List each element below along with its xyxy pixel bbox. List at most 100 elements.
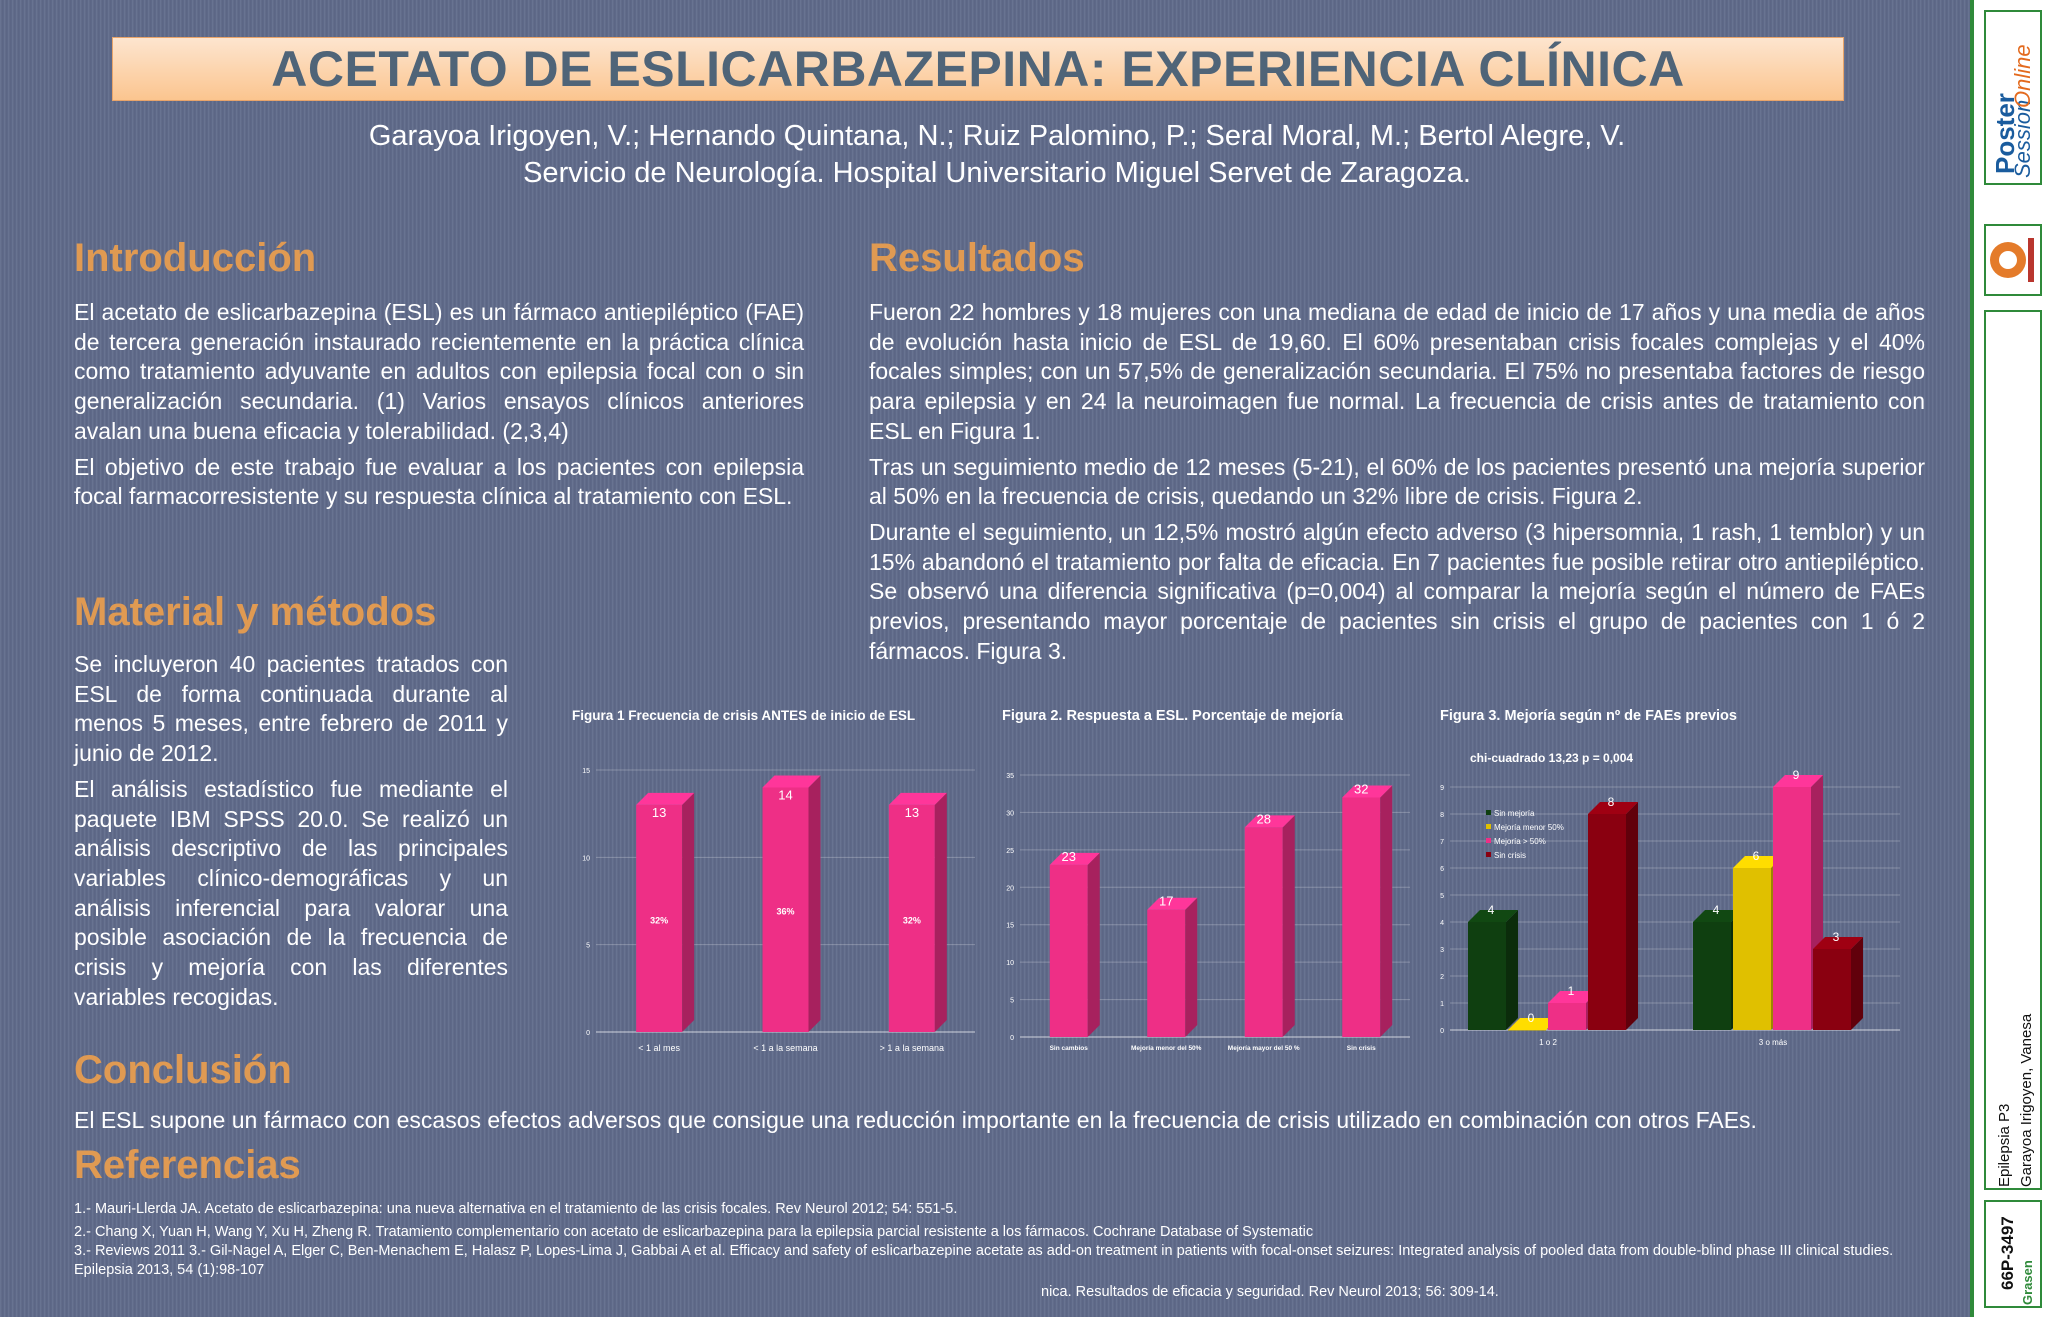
- intro-paragraph-2: El objetivo de este trabajo fue evaluar …: [74, 453, 804, 510]
- data-label: 9: [1793, 768, 1800, 782]
- results-paragraph-2: Tras un seguimiento medio de 12 meses (5…: [869, 453, 1925, 510]
- chi-square-annotation: chi-cuadrado 13,23 p = 0,004: [1470, 751, 1633, 765]
- data-label: 1: [1568, 984, 1575, 998]
- reference-3: 3.- Reviews 2011 3.- Gil-Nagel A, Elger …: [74, 1243, 1894, 1278]
- poster-session-logo: Poster Session Online: [1984, 10, 2042, 185]
- results-heading: Resultados: [869, 236, 1085, 280]
- data-label: 14: [778, 787, 792, 802]
- y-tick-label: 5: [1010, 998, 1014, 1005]
- author-list: Garayoa Irigoyen, V.; Hernando Quintana,…: [368, 120, 1626, 152]
- data-label: 0: [1528, 1011, 1535, 1025]
- intro-text: El acetato de eslicarbazepina (ESL) es u…: [74, 298, 804, 518]
- reference-1: 1.- Mauri-Llerda JA. Acetato de eslicarb…: [74, 1201, 958, 1217]
- intro-paragraph-1: El acetato de eslicarbazepina (ESL) es u…: [74, 299, 804, 444]
- y-tick-label: 4: [1440, 920, 1444, 927]
- bar: [1342, 785, 1393, 1037]
- data-label: 8: [1608, 795, 1615, 809]
- legend-swatch: [1486, 824, 1491, 829]
- data-label: 23: [1062, 849, 1076, 864]
- data-label: 28: [1257, 811, 1271, 826]
- data-label: 6: [1753, 849, 1760, 863]
- figure-1-title: Figura 1 Frecuencia de crisis ANTES de i…: [572, 708, 915, 723]
- y-tick-label: 6: [1440, 866, 1444, 873]
- brand-label: Grasen: [2020, 1260, 2035, 1305]
- bar: [1468, 910, 1518, 1030]
- logo-text-session: Session: [2010, 99, 2035, 178]
- y-tick-label: 5: [586, 943, 590, 950]
- bar: [762, 775, 821, 1032]
- results-paragraph-1: Fueron 22 hombres y 18 mujeres con una m…: [869, 299, 1925, 444]
- category-label: 1 o 2: [1539, 1038, 1557, 1047]
- references-list: 1.- Mauri-Llerda JA. Acetato de eslicarb…: [74, 1200, 1904, 1302]
- legend-swatch: [1486, 852, 1491, 857]
- y-tick-label: 0: [1010, 1035, 1014, 1042]
- results-paragraph-3: Durante el seguimiento, un 12,5% mostró …: [869, 518, 1925, 664]
- methods-paragraph-2: El análisis estadístico fue mediante el …: [74, 775, 508, 1010]
- society-logo: [1984, 224, 2042, 296]
- category-label: < 1 a la semana: [753, 1043, 817, 1053]
- y-tick-label: 3: [1440, 947, 1444, 954]
- inner-percent-label: 32%: [903, 915, 921, 925]
- legend-entry: Mejoría > 50%: [1494, 837, 1546, 846]
- reference-4: nica. Resultados de eficacia y seguridad…: [1041, 1284, 1499, 1300]
- intro-heading: Introducción: [74, 236, 317, 280]
- poster-code-box: 66P-3497 Grasen: [1984, 1200, 2042, 1308]
- y-tick-label: 0: [586, 1030, 590, 1037]
- y-tick-label: 15: [582, 768, 590, 775]
- category-label: Mejoría menor del 50%: [1131, 1045, 1202, 1052]
- methods-heading: Material y métodos: [74, 590, 437, 634]
- category-label: Sin crisis: [1347, 1045, 1376, 1052]
- category-label: Mejoría mayor del 50 %: [1228, 1045, 1300, 1052]
- authors-block: Garayoa Irigoyen, V.; Hernando Quintana,…: [112, 118, 1882, 192]
- bar: [1813, 937, 1863, 1030]
- poster: ACETATO DE ESLICARBAZEPINA: EXPERIENCIA …: [74, 37, 1925, 1302]
- session-label: Epilepsia P3: [1996, 1103, 2013, 1187]
- conclusion-heading: Conclusión: [74, 1048, 292, 1092]
- legend-swatch: [1486, 838, 1491, 843]
- author-label: Garayoa Irigoyen, Vanesa: [2018, 1013, 2035, 1187]
- category-label: < 1 al mes: [638, 1043, 680, 1053]
- legend-entry: Sin crisis: [1494, 851, 1526, 860]
- y-tick-label: 7: [1440, 839, 1444, 846]
- data-label: 3: [1833, 930, 1840, 944]
- y-tick-label: 1: [1440, 1001, 1444, 1008]
- methods-text: Se incluyeron 40 pacientes tratados con …: [74, 650, 508, 1018]
- society-emblem-icon: [1990, 238, 2034, 282]
- poster-code: 66P-3497: [1998, 1216, 2017, 1290]
- y-tick-label: 10: [582, 855, 590, 862]
- figure-3-chart: Figura 3. Mejoría según nº de FAEs previ…: [1440, 708, 1900, 1047]
- data-label: 13: [652, 805, 666, 820]
- y-tick-label: 5: [1440, 893, 1444, 900]
- legend-entry: Sin mejoría: [1494, 809, 1535, 818]
- data-label: 17: [1159, 894, 1173, 909]
- poster-title: ACETATO DE ESLICARBAZEPINA: EXPERIENCIA …: [271, 41, 1685, 97]
- legend-swatch: [1486, 810, 1491, 815]
- legend-entry: Mejoría menor 50%: [1494, 823, 1564, 832]
- category-label: 3 o más: [1759, 1038, 1787, 1047]
- y-tick-label: 30: [1006, 810, 1014, 817]
- y-tick-label: 15: [1006, 923, 1014, 930]
- references-heading: Referencias: [74, 1143, 301, 1187]
- bar: [888, 792, 947, 1032]
- conclusion-text: El ESL supone un fármaco con escasos efe…: [74, 1107, 1757, 1133]
- methods-paragraph-1: Se incluyeron 40 pacientes tratados con …: [74, 651, 508, 767]
- figure-2-title: Figura 2. Respuesta a ESL. Porcentaje de…: [1002, 708, 1344, 724]
- y-tick-label: 2: [1440, 974, 1444, 981]
- reference-2: 2.- Chang X, Yuan H, Wang Y, Xu H, Zheng…: [74, 1224, 1314, 1240]
- data-label: 32: [1354, 781, 1368, 796]
- bar: [1049, 852, 1100, 1037]
- poster-info-box: Epilepsia P3 Garayoa Irigoyen, Vanesa: [1984, 310, 2042, 1190]
- y-tick-label: 0: [1440, 1028, 1444, 1035]
- y-tick-label: 35: [1006, 773, 1014, 780]
- title-bar: ACETATO DE ESLICARBAZEPINA: EXPERIENCIA …: [112, 37, 1844, 101]
- results-text: Fueron 22 hombres y 18 mujeres con una m…: [869, 298, 1925, 672]
- bar: [1588, 802, 1638, 1030]
- data-label: 13: [905, 805, 919, 820]
- y-tick-label: 25: [1006, 848, 1014, 855]
- data-label: 4: [1488, 903, 1495, 917]
- category-label: Sin cambios: [1050, 1045, 1089, 1052]
- y-tick-label: 8: [1440, 812, 1444, 819]
- affiliation: Servicio de Neurología. Hospital Univers…: [523, 157, 1471, 189]
- y-tick-label: 20: [1006, 885, 1014, 892]
- y-tick-label: 9: [1440, 785, 1444, 792]
